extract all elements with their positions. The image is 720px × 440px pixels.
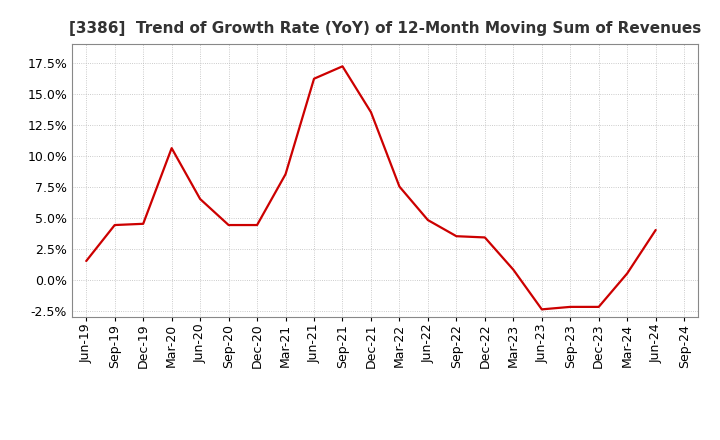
Title: [3386]  Trend of Growth Rate (YoY) of 12-Month Moving Sum of Revenues: [3386] Trend of Growth Rate (YoY) of 12-…	[69, 21, 701, 36]
